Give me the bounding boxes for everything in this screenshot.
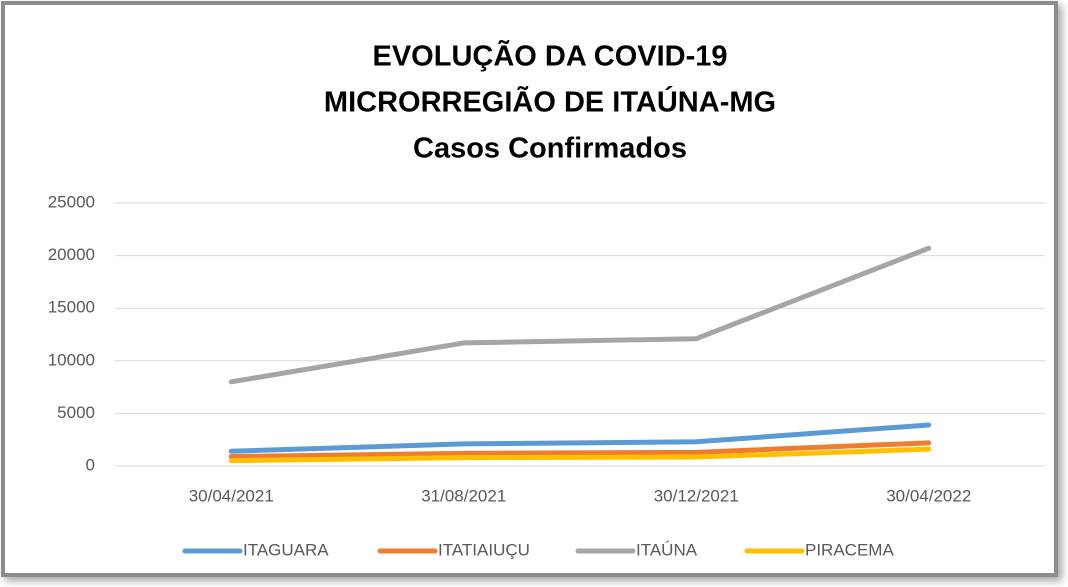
legend-label: ITATIAIUÇU <box>438 540 530 559</box>
x-tick-label: 30/04/2021 <box>189 486 274 505</box>
data-line <box>228 440 932 460</box>
y-tick-label: 5000 <box>57 403 95 422</box>
y-tick-label: 25000 <box>48 192 95 211</box>
y-tick-label: 15000 <box>48 298 95 317</box>
legend-label: PIRACEMA <box>805 540 894 559</box>
data-line <box>228 245 932 385</box>
x-tick-label: 30/04/2022 <box>886 486 971 505</box>
x-tick-label: 30/12/2021 <box>654 486 739 505</box>
y-tick-label: 0 <box>86 455 95 474</box>
legend-label: ITAGUARA <box>243 540 329 559</box>
y-tick-label: 20000 <box>48 245 95 264</box>
x-tick-label: 31/08/2021 <box>421 486 506 505</box>
chart-title: Casos Confirmados <box>413 133 687 165</box>
chart-title: MICRORREGIÃO DE ITAÚNA-MG <box>324 85 776 119</box>
data-line <box>228 422 932 454</box>
data-line <box>228 446 932 464</box>
y-tick-label: 10000 <box>48 350 95 369</box>
legend-label: ITAÚNA <box>636 540 698 559</box>
chart-title: EVOLUÇÃO DA COVID-19 <box>372 39 727 73</box>
chart-frame <box>1 1 1058 577</box>
